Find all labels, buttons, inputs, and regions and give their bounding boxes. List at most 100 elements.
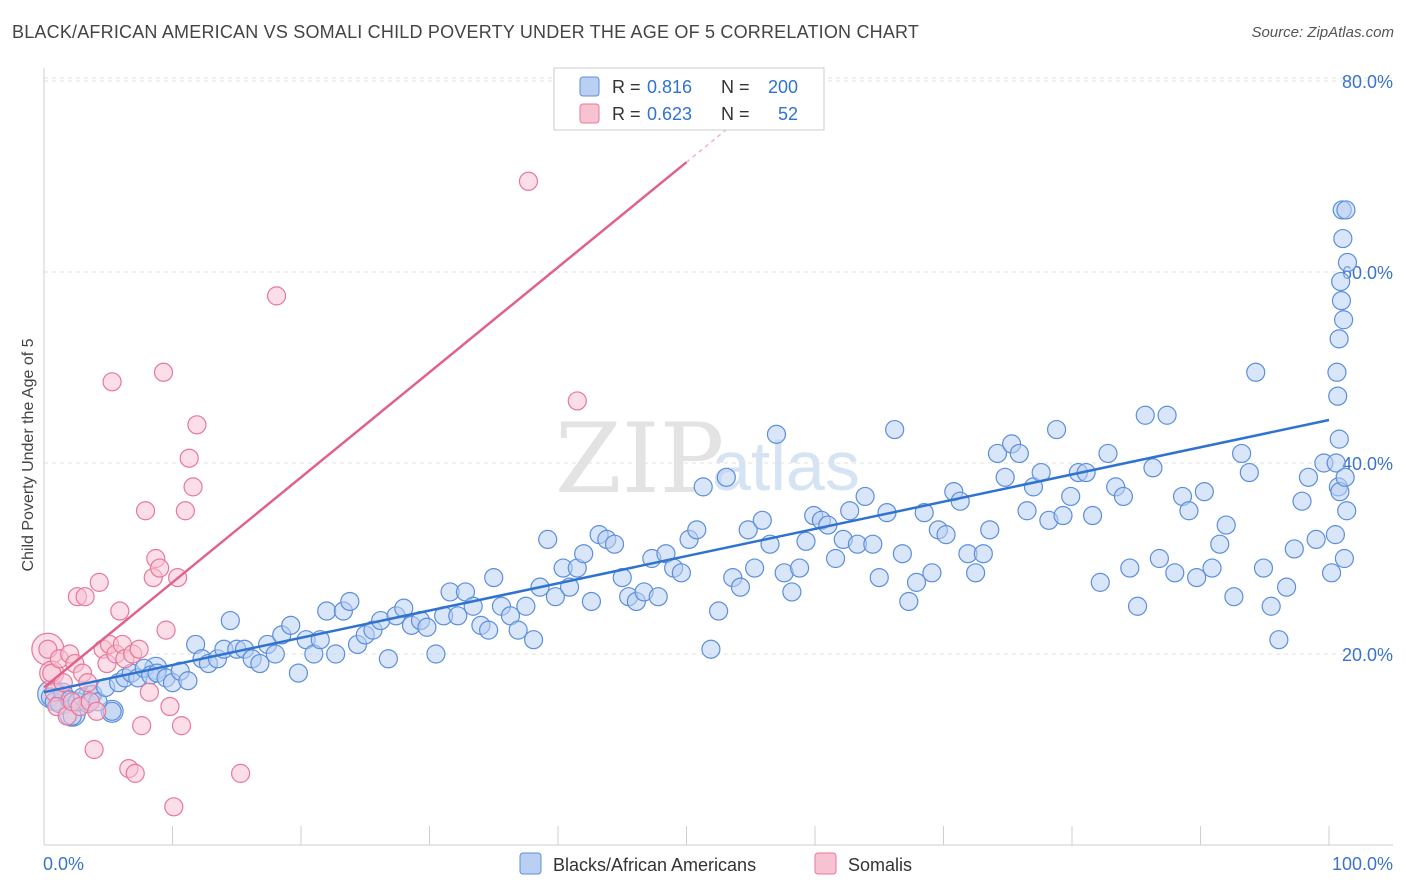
- blacks-point: [178, 671, 198, 691]
- y-tick-label-40: 40.0%: [1342, 454, 1393, 474]
- y-tick-label-80: 80.0%: [1342, 72, 1393, 92]
- y-axis-label: Child Poverty Under the Age of 5: [20, 338, 37, 571]
- y-tick-label-20: 20.0%: [1342, 645, 1393, 665]
- blacks-point: [220, 610, 240, 631]
- blacks-point: [855, 486, 875, 507]
- blacks-point: [1326, 453, 1346, 473]
- somalis-point: [87, 701, 107, 721]
- blacks-point: [869, 567, 889, 588]
- blacks-point: [448, 606, 468, 626]
- legend-n-value-1: 200: [768, 77, 798, 97]
- somalis-point: [266, 286, 287, 306]
- blacks-point: [1210, 534, 1230, 554]
- somalis-point: [171, 716, 192, 736]
- somalis-point: [153, 362, 174, 382]
- blacks-point: [1329, 329, 1349, 349]
- blacks-point: [1187, 567, 1207, 588]
- blacks-point: [782, 582, 802, 602]
- blacks-point: [738, 520, 758, 540]
- somalis-point: [518, 171, 539, 191]
- legend-swatch-blue: [579, 76, 600, 97]
- blacks-point: [892, 544, 912, 564]
- blacks-point: [914, 503, 934, 523]
- blacks-point: [545, 587, 566, 607]
- trend-line-somalis: [43, 161, 688, 689]
- blacks-point: [281, 615, 301, 635]
- somalis-point: [183, 477, 203, 497]
- blacks-point: [1253, 558, 1274, 578]
- somalis-point: [89, 572, 109, 592]
- blacks-point: [1165, 563, 1185, 583]
- blacks-point: [840, 501, 860, 521]
- legend-swatch-pink: [579, 103, 600, 124]
- legend-r-label-2: R =: [612, 104, 641, 124]
- blacks-point: [574, 544, 594, 564]
- blacks-point: [906, 572, 927, 592]
- watermark: ZIP atlas: [555, 403, 860, 515]
- x-tick-label-min: 0.0%: [43, 854, 84, 874]
- blacks-point: [950, 491, 970, 511]
- blacks-point: [1224, 587, 1244, 607]
- somalis-point: [84, 739, 104, 760]
- blacks-point: [966, 563, 986, 583]
- blacks-point: [1269, 630, 1289, 650]
- bottom-legend-label-pink: Somalis: [848, 855, 912, 875]
- series-somalis: [31, 171, 587, 817]
- blacks-point: [1337, 252, 1358, 273]
- chart-title: BLACK/AFRICAN AMERICAN VS SOMALI CHILD P…: [12, 22, 920, 42]
- somalis-point: [179, 448, 199, 468]
- blacks-point: [789, 558, 810, 578]
- somalis-point: [139, 682, 159, 702]
- blacks-point: [1284, 539, 1304, 559]
- blacks-point: [1306, 529, 1326, 550]
- blacks-point: [1157, 405, 1177, 425]
- blacks-point: [899, 591, 919, 612]
- blacks-point: [508, 620, 528, 640]
- somalis-point: [187, 415, 207, 435]
- blacks-point: [693, 477, 713, 497]
- blacks-point: [604, 534, 625, 554]
- blacks-point: [973, 544, 993, 564]
- series-legend: Blacks/African Americans Somalis: [519, 852, 912, 875]
- blacks-point: [426, 644, 446, 664]
- blacks-point: [701, 639, 721, 659]
- legend-r-value-2: 0.623: [647, 104, 692, 124]
- blacks-point: [1113, 486, 1134, 507]
- somalis-point: [156, 620, 176, 640]
- blacks-point: [716, 467, 736, 487]
- blacks-point: [484, 567, 504, 588]
- blacks-point: [825, 548, 846, 569]
- blacks-point: [922, 563, 942, 583]
- blacks-point: [1149, 548, 1169, 569]
- blacks-point: [1046, 419, 1067, 440]
- blacks-point: [1090, 572, 1110, 592]
- bottom-legend-swatch-pink: [814, 852, 837, 875]
- blacks-point: [1120, 558, 1140, 578]
- blacks-point: [1261, 596, 1281, 616]
- trend-line-blacks: [43, 418, 1330, 694]
- blacks-point: [687, 520, 707, 540]
- bottom-legend-label-blue: Blacks/African Americans: [553, 855, 756, 875]
- trend-line-somalis-extension: [686, 109, 752, 163]
- blacks-point: [745, 558, 765, 578]
- somalis-point: [135, 501, 156, 521]
- blacks-point: [1202, 558, 1222, 578]
- blacks-point: [1179, 501, 1199, 521]
- blacks-point: [1335, 467, 1355, 487]
- somalis-point: [231, 763, 251, 783]
- blacks-point: [863, 534, 883, 554]
- blacks-point: [1331, 291, 1352, 311]
- blacks-point: [479, 620, 499, 640]
- watermark-atlas: atlas: [712, 427, 860, 505]
- somalis-point: [110, 601, 130, 621]
- blacks-point: [730, 577, 751, 597]
- x-ticks: [172, 826, 1330, 845]
- somalis-point: [132, 716, 152, 736]
- axes: [43, 68, 1393, 846]
- blacks-point: [1194, 482, 1214, 502]
- somalis-point: [75, 587, 95, 607]
- blacks-point: [1127, 596, 1148, 616]
- blacks-point: [796, 531, 816, 551]
- somalis-point: [160, 696, 180, 717]
